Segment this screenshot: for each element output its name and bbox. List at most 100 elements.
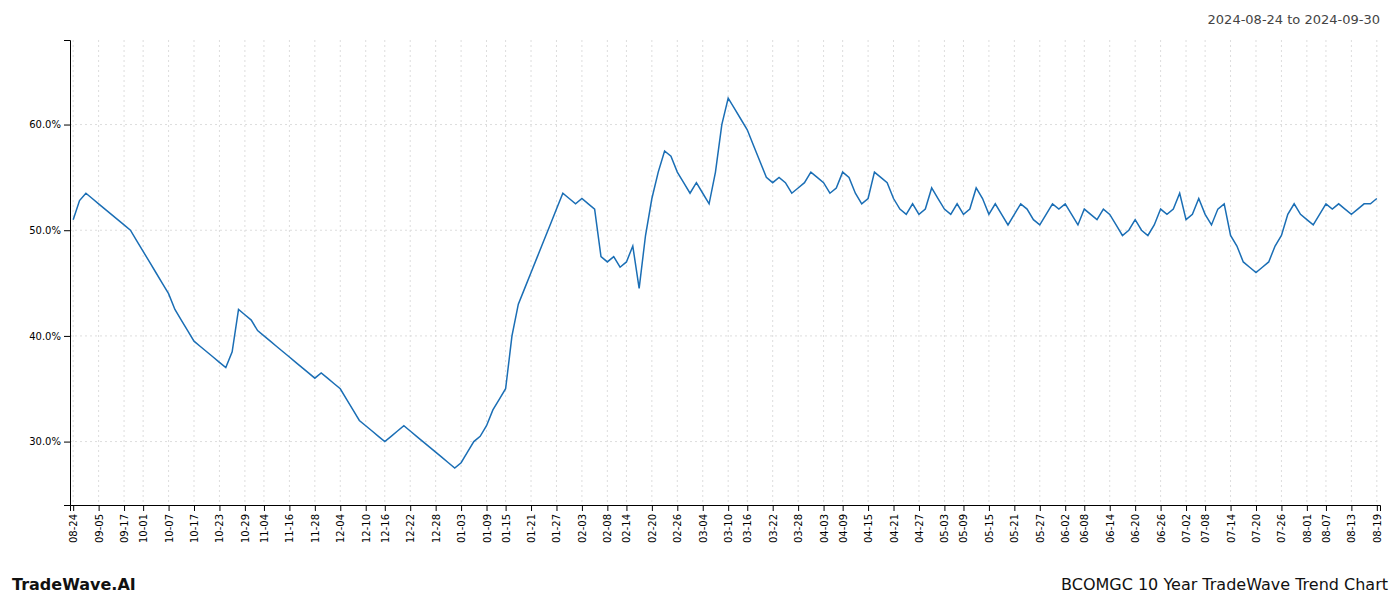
grid-line <box>410 40 411 505</box>
tick-label: 12-28 <box>431 514 442 543</box>
grid-line <box>289 40 290 505</box>
tick: 02-08 <box>602 505 613 543</box>
tick-mark <box>289 505 290 511</box>
tick-label: 10-23 <box>214 514 225 543</box>
tick-label: 12-04 <box>335 514 346 543</box>
grid-line <box>626 40 627 505</box>
grid-line <box>340 40 341 505</box>
grid-line <box>677 40 678 505</box>
tick: 02-14 <box>621 505 632 543</box>
tick: 01-09 <box>482 505 493 543</box>
tick-mark <box>677 505 678 511</box>
tick-mark <box>410 505 411 511</box>
x-axis: 08-2409-0509-1710-0110-0710-1710-2310-29… <box>68 505 1383 543</box>
tick-label: 01-03 <box>456 514 467 543</box>
tick: 07-26 <box>1276 505 1287 543</box>
tick-mark <box>747 505 748 511</box>
tick: 05-09 <box>958 505 969 543</box>
tick-label: 12-22 <box>405 514 416 543</box>
tick: 05-15 <box>984 505 995 543</box>
tick-mark <box>703 505 704 511</box>
tick-label: 08-24 <box>68 514 79 543</box>
tick-label: 03-04 <box>698 514 709 543</box>
tick-mark <box>506 505 507 511</box>
y-axis: 30.0%40.0%50.0%60.0% <box>29 41 70 506</box>
tick: 01-21 <box>526 505 537 543</box>
grid-line <box>461 40 462 505</box>
grid-line <box>772 40 773 505</box>
tick-label: 04-21 <box>889 514 900 543</box>
tick-mark <box>194 505 195 511</box>
tick-mark <box>607 505 608 511</box>
tick: 05-27 <box>1035 505 1046 543</box>
tick-label: 02-26 <box>672 514 683 543</box>
tick-label: 07-14 <box>1226 514 1237 543</box>
tick-mark <box>169 505 170 511</box>
tick: 10-01 <box>138 505 149 543</box>
tick-label: 11-04 <box>259 514 270 543</box>
grid-line <box>1186 40 1187 505</box>
tick: 04-03 <box>819 505 830 543</box>
grid-line <box>798 40 799 505</box>
title: BCOMGC 10 Year TradeWave Trend Chart <box>1061 575 1388 594</box>
tick: 06-02 <box>1060 505 1071 543</box>
tick-label: 11-16 <box>284 514 295 543</box>
tick: 07-08 <box>1200 505 1211 543</box>
tick-mark <box>143 505 144 511</box>
tick-mark <box>1377 505 1378 511</box>
tick-label: 03-10 <box>723 514 734 543</box>
tick-label: 02-14 <box>621 514 632 543</box>
tick-label: 12-10 <box>361 514 372 543</box>
tick: 12-04 <box>335 505 346 543</box>
tick: 08-19 <box>1372 505 1383 543</box>
grid-line <box>314 40 315 505</box>
tick: 10-07 <box>164 505 175 543</box>
tick-mark <box>1351 505 1352 511</box>
tick: 03-22 <box>768 505 779 543</box>
grid-line <box>1065 40 1066 505</box>
grid-line <box>505 40 506 505</box>
grid-line <box>263 40 264 505</box>
tick-mark <box>989 505 990 511</box>
grid-line <box>1376 40 1377 505</box>
tick-label: 02-03 <box>577 514 588 543</box>
line <box>73 98 1377 468</box>
grid-line <box>219 40 220 505</box>
tick-mark <box>64 125 70 126</box>
grid-line <box>728 40 729 505</box>
tick: 06-20 <box>1130 505 1141 543</box>
tick-label: 10-07 <box>164 514 175 543</box>
tick: 12-16 <box>380 505 391 543</box>
tick-label: 12-16 <box>380 514 391 543</box>
tick-mark <box>843 505 844 511</box>
grid-line <box>556 40 557 505</box>
tick-mark <box>868 505 869 511</box>
grid-line <box>486 40 487 505</box>
tick-mark <box>385 505 386 511</box>
axis-line <box>64 41 71 506</box>
grid-line <box>1084 40 1085 505</box>
tick-label: 03-16 <box>742 514 753 543</box>
tick: 12-28 <box>431 505 442 543</box>
subtitle: 2024-08-24 to 2024-09-30 <box>1208 12 1380 27</box>
tick-mark <box>1084 505 1085 511</box>
tick-label: 06-20 <box>1130 514 1141 543</box>
tick-mark <box>1040 505 1041 511</box>
tick-mark <box>728 505 729 511</box>
tick: 05-21 <box>1009 505 1020 543</box>
tick-label: 05-27 <box>1035 514 1046 543</box>
tick-mark <box>798 505 799 511</box>
tick: 09-05 <box>94 505 105 543</box>
tick-label: 04-09 <box>838 514 849 543</box>
tick: 10-29 <box>240 505 251 543</box>
tick: 02-03 <box>577 505 588 543</box>
tick: 06-26 <box>1156 505 1167 543</box>
tick: 03-10 <box>723 505 734 543</box>
grid-line <box>384 40 385 505</box>
tick: 08-13 <box>1346 505 1357 543</box>
tick-mark <box>124 505 125 511</box>
grid-line <box>944 40 945 505</box>
grid-line <box>1230 40 1231 505</box>
tick-mark <box>1281 505 1282 511</box>
grid-line <box>1109 40 1110 505</box>
